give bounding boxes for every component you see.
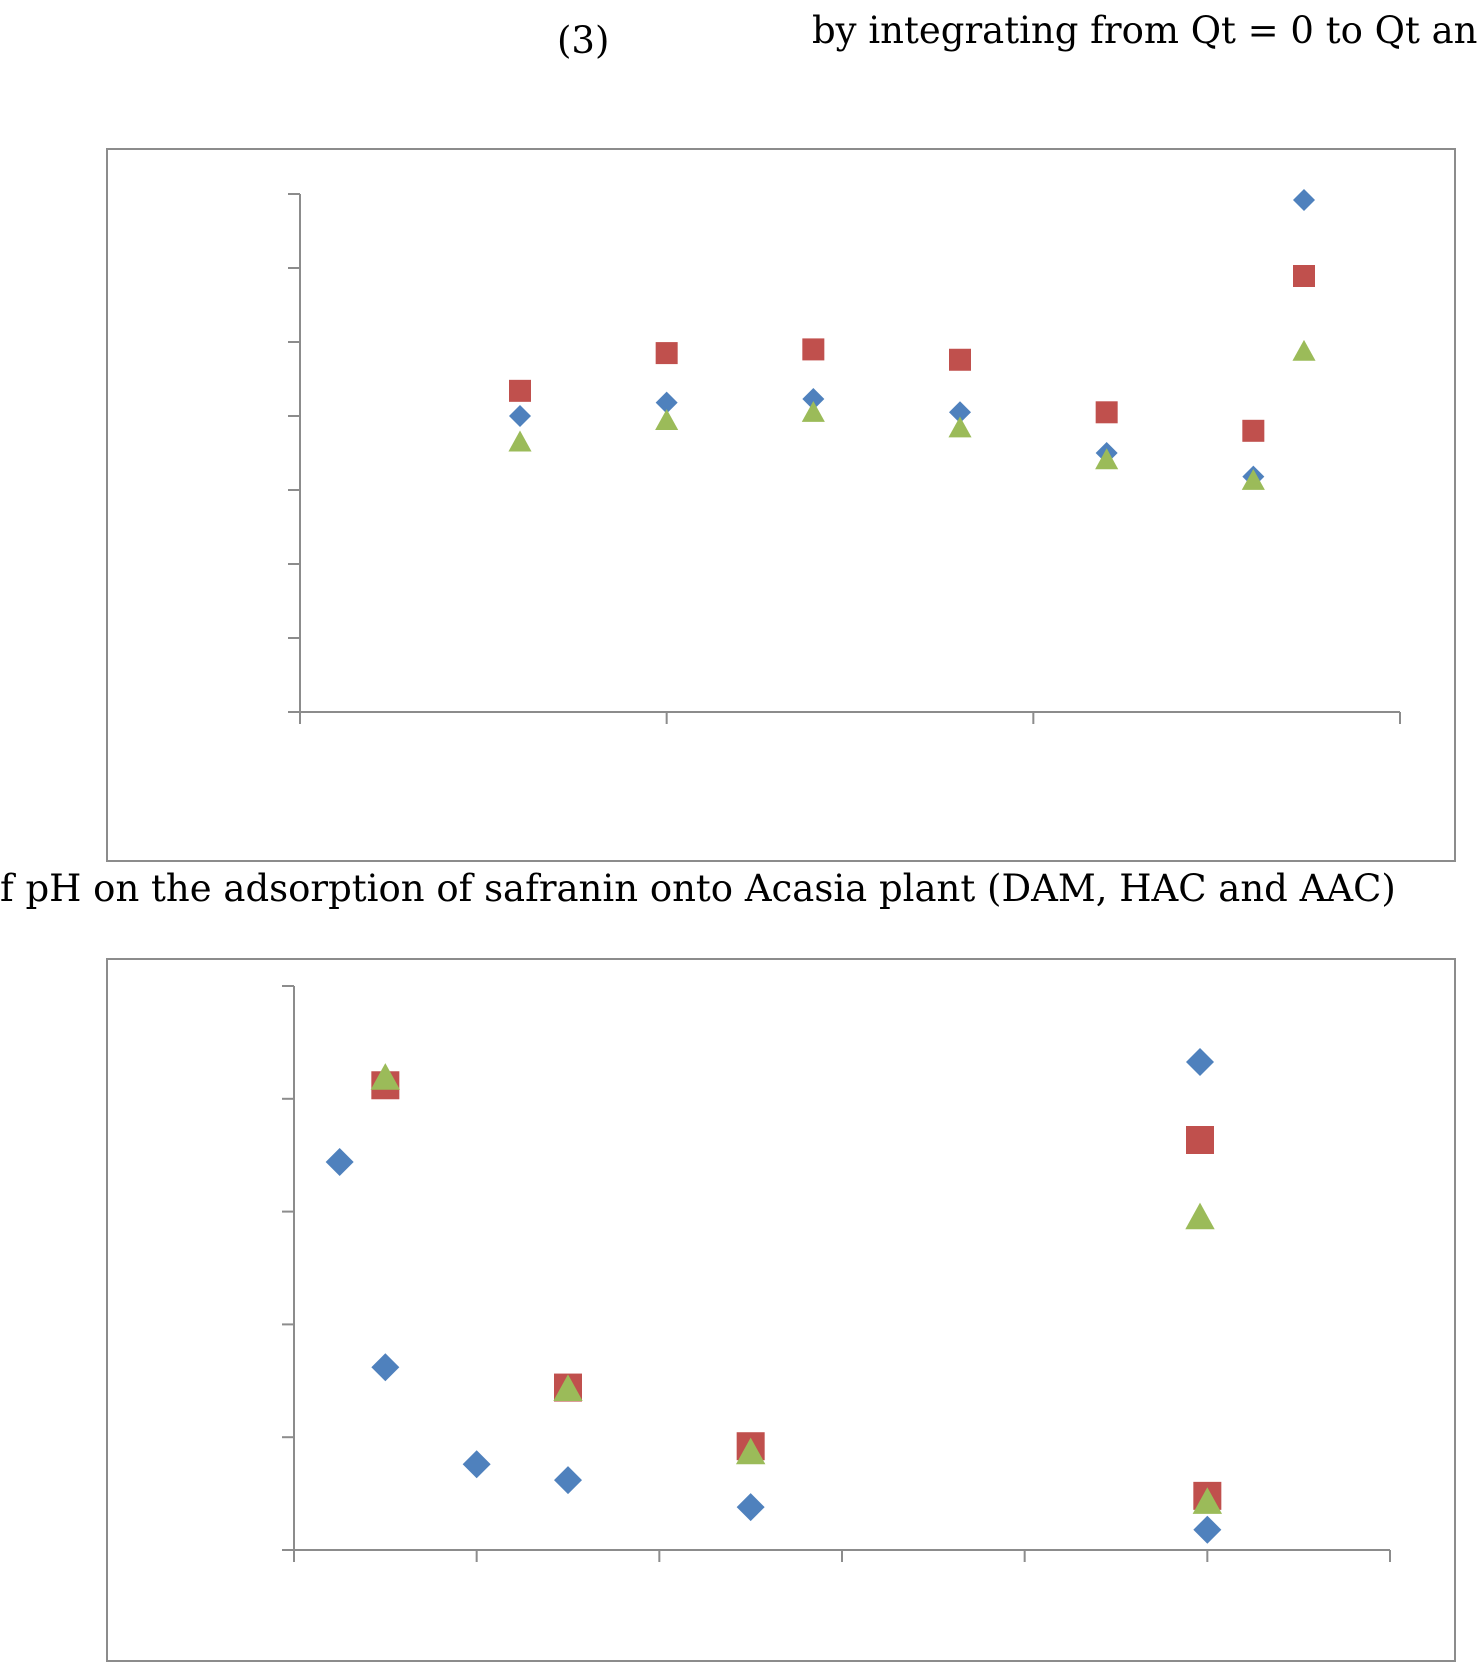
data-point-hac bbox=[1242, 419, 1265, 442]
chart-qe bbox=[106, 958, 1456, 1662]
body-text-line: by integrating from Qt = 0 to Qt and fr bbox=[812, 9, 1478, 52]
data-point-aac bbox=[948, 416, 972, 438]
data-point-dam bbox=[509, 405, 531, 427]
data-point-hac bbox=[655, 342, 678, 365]
data-point-dam bbox=[802, 387, 825, 410]
data-point-aac bbox=[1241, 469, 1265, 490]
data-point-dam bbox=[655, 391, 678, 414]
chart-ph-effect bbox=[106, 148, 1456, 862]
legend-marker-hac bbox=[1186, 1048, 1214, 1076]
legend-marker-hac bbox=[1293, 265, 1315, 287]
data-point-aac bbox=[553, 1374, 583, 1402]
equation-number: (3) bbox=[557, 19, 610, 62]
data-point-hac bbox=[1095, 401, 1118, 424]
data-point-hac bbox=[802, 338, 825, 361]
data-point-aac bbox=[735, 1437, 766, 1465]
data-point-aac bbox=[801, 400, 825, 422]
data-point-hac bbox=[509, 379, 531, 402]
data-point-dam bbox=[949, 401, 971, 424]
data-point-hac bbox=[462, 1450, 491, 1479]
legend-marker-dam bbox=[1186, 1126, 1214, 1154]
legend-marker-aac bbox=[1292, 339, 1316, 361]
data-point-aac bbox=[1095, 448, 1119, 470]
data-point-hac bbox=[1193, 1515, 1222, 1544]
data-point-hac bbox=[736, 1493, 765, 1522]
figure-caption: f pH on the adsorption of safranin onto … bbox=[0, 867, 1396, 910]
data-point-hac bbox=[554, 1466, 582, 1495]
data-point-hac bbox=[371, 1353, 400, 1382]
data-point-aac bbox=[1192, 1487, 1223, 1514]
data-point-hac bbox=[949, 348, 971, 371]
legend-marker-dam bbox=[1293, 189, 1315, 211]
data-point-aac bbox=[370, 1063, 401, 1090]
chart-ph-effect-svg bbox=[288, 189, 1401, 724]
legend-marker-aac bbox=[1185, 1202, 1215, 1230]
data-point-hac bbox=[325, 1147, 354, 1176]
chart-qe-svg bbox=[282, 985, 1391, 1562]
data-point-aac bbox=[655, 409, 679, 430]
data-point-aac bbox=[508, 430, 532, 452]
